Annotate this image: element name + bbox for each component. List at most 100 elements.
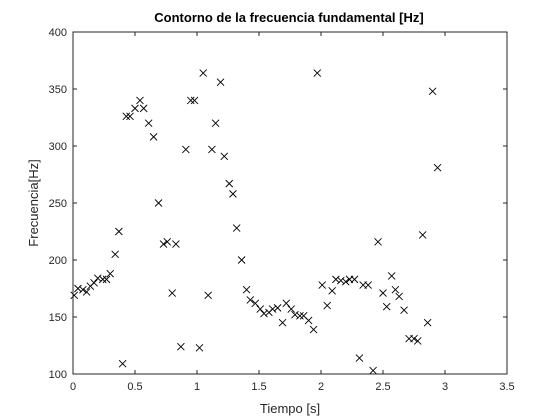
x-tick-label: 2 <box>318 381 324 393</box>
data-point-x-marker <box>379 289 387 297</box>
x-tick-label: 0.5 <box>127 381 142 393</box>
data-point-x-marker <box>126 112 134 121</box>
x-tick-label: 1.5 <box>251 381 266 393</box>
x-axis-label: Tiempo [s] <box>260 401 320 416</box>
data-points <box>70 69 442 375</box>
data-point-x-marker <box>90 278 98 287</box>
data-point-x-marker <box>154 199 163 207</box>
data-point-x-marker <box>229 190 237 198</box>
x-tick-label: 1 <box>194 381 200 393</box>
data-point-x-marker <box>382 302 391 311</box>
data-point-x-marker <box>387 272 396 280</box>
data-point-x-marker <box>318 281 327 289</box>
data-point-x-marker <box>220 152 229 161</box>
data-point-x-marker <box>256 305 265 313</box>
data-point-x-marker <box>332 275 340 284</box>
data-point-x-marker <box>242 285 251 294</box>
data-point-x-marker <box>400 306 408 314</box>
data-point-x-marker <box>246 296 255 304</box>
y-tick-label: 300 <box>49 141 67 153</box>
data-point-x-marker <box>70 291 79 300</box>
x-tick-label: 0 <box>70 381 76 393</box>
x-tick-label: 3.5 <box>499 381 514 393</box>
data-point-x-marker <box>410 334 418 343</box>
data-point-x-marker <box>251 299 260 308</box>
data-point-x-marker <box>199 69 208 77</box>
data-point-x-marker <box>163 237 172 246</box>
data-point-x-marker <box>364 281 372 289</box>
data-point-x-marker <box>106 269 115 278</box>
data-point-x-marker <box>395 292 403 301</box>
chart-title: Contorno de la frecuencia fundamental [H… <box>154 10 423 25</box>
data-point-x-marker <box>323 301 332 310</box>
data-point-x-marker <box>168 289 177 297</box>
data-point-x-marker <box>186 96 195 105</box>
y-axis: 100 150 200 250 300 350 400 <box>49 27 507 381</box>
data-point-x-marker <box>291 310 299 319</box>
y-tick-label: 150 <box>49 312 67 324</box>
x-axis: 0 0.5 1 1.5 2 2.5 3 3.5 <box>70 32 515 393</box>
data-point-x-marker <box>304 316 313 325</box>
x-tick-label: 2.5 <box>375 381 390 393</box>
data-point-x-marker <box>139 104 148 113</box>
data-point-x-marker <box>190 96 199 105</box>
data-point-x-marker <box>177 342 185 351</box>
y-tick-label: 400 <box>49 27 67 39</box>
data-point-x-marker <box>328 286 336 295</box>
x-tick-label: 3 <box>442 381 448 393</box>
data-point-x-marker <box>278 318 287 327</box>
data-point-x-marker <box>423 318 432 327</box>
data-point-x-marker <box>418 231 427 239</box>
data-point-x-marker <box>337 276 345 285</box>
data-point-x-marker <box>433 163 442 172</box>
data-point-x-marker <box>211 119 220 128</box>
data-point-x-marker <box>98 275 107 284</box>
y-axis-label: Frecuencia[Hz] <box>26 159 41 246</box>
data-point-x-marker <box>111 250 119 259</box>
data-point-x-marker <box>273 304 282 312</box>
data-point-x-marker <box>341 277 350 286</box>
y-tick-label: 200 <box>49 255 67 267</box>
data-point-x-marker <box>122 112 131 121</box>
data-point-x-marker <box>313 69 322 77</box>
data-point-x-marker <box>93 274 102 283</box>
data-point-x-marker <box>428 87 437 96</box>
data-point-x-marker <box>102 275 111 284</box>
data-point-x-marker <box>225 179 234 188</box>
data-point-x-marker <box>136 96 144 105</box>
plot-area <box>73 32 507 374</box>
data-point-x-marker <box>115 227 123 236</box>
data-point-x-marker <box>237 256 246 264</box>
data-point-x-marker <box>369 366 377 375</box>
data-point-x-marker <box>260 309 268 318</box>
data-point-x-marker <box>413 337 422 345</box>
data-point-x-marker <box>374 237 382 246</box>
data-point-x-marker <box>118 359 127 368</box>
data-point-x-marker <box>282 299 291 308</box>
data-point-x-marker <box>131 104 139 113</box>
data-point-x-marker <box>79 285 87 294</box>
data-point-x-marker <box>391 285 400 294</box>
y-tick-label: 100 <box>49 369 67 381</box>
data-point-x-marker <box>268 305 277 313</box>
data-point-x-marker <box>82 288 91 296</box>
plot-box <box>72 31 508 375</box>
data-point-x-marker <box>208 145 216 154</box>
data-point-x-marker <box>287 305 296 313</box>
data-point-x-marker <box>195 343 204 352</box>
data-point-x-marker <box>144 119 153 128</box>
data-point-x-marker <box>355 354 364 362</box>
data-point-x-marker <box>182 145 190 154</box>
y-tick-label: 350 <box>49 84 67 96</box>
data-point-x-marker <box>216 78 225 86</box>
data-point-x-marker <box>149 133 158 141</box>
y-tick-label: 250 <box>49 198 67 210</box>
data-point-x-marker <box>232 224 241 232</box>
data-point-x-marker <box>309 325 318 334</box>
data-point-x-marker <box>350 275 359 284</box>
data-point-x-marker <box>172 240 180 248</box>
data-point-x-marker <box>204 291 212 300</box>
data-point-x-marker <box>296 312 304 320</box>
data-point-x-marker <box>159 240 168 248</box>
